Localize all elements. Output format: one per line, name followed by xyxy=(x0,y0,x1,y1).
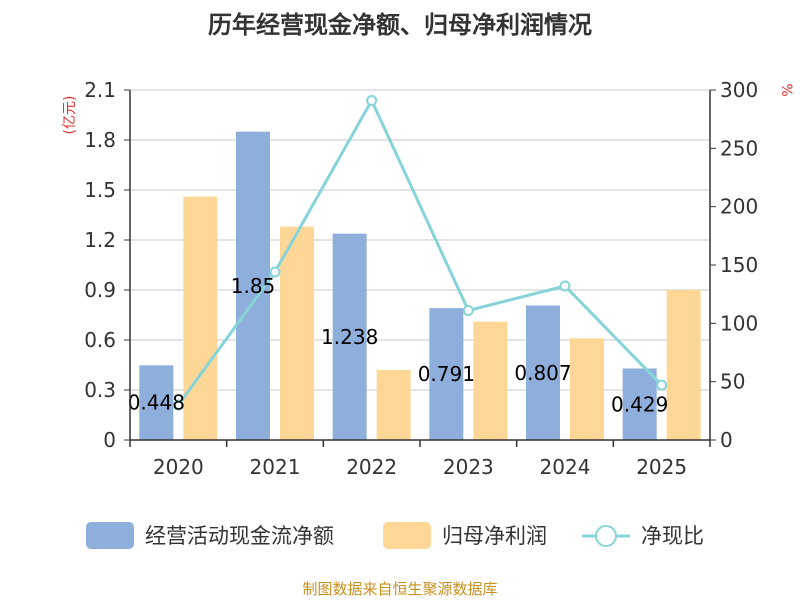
right-tick-label: 0 xyxy=(720,428,733,452)
ratio-polyline xyxy=(177,97,663,406)
bar-profit-2022 xyxy=(376,370,411,440)
legend-swatch-profit[interactable] xyxy=(383,522,431,549)
ratio-point-2021 xyxy=(269,266,281,278)
source-note: 制图数据来自恒生聚源数据库 xyxy=(302,580,497,598)
bar-cash-2024 xyxy=(526,305,560,440)
x-tick-label-2021: 2021 xyxy=(250,455,301,479)
right-tick-label: 300 xyxy=(720,78,758,102)
left-tick-label: 1.8 xyxy=(84,128,116,152)
x-axis-ticks: 2020 2021 2022 2023 2024 2025 xyxy=(129,440,711,479)
left-tick-label: 1.5 xyxy=(84,178,116,202)
ratio-point-2025 xyxy=(656,379,668,391)
x-tick-label-2025: 2025 xyxy=(636,455,687,479)
x-tick-label-2024: 2024 xyxy=(540,455,591,479)
bar-cash-2023 xyxy=(429,308,464,440)
legend-swatch-cash[interactable] xyxy=(86,522,134,549)
legend-swatch-ratio-marker[interactable] xyxy=(595,525,617,547)
left-tick-label: 1.2 xyxy=(84,228,116,252)
bar-labels: 0.448 1.85 1.238 0.791 0.807 0.429 xyxy=(128,274,669,416)
legend: 经营活动现金流净额 归母净利润 净现比 xyxy=(86,522,704,549)
right-tick-label: 100 xyxy=(720,311,758,335)
right-tick-label: 250 xyxy=(720,136,758,160)
bar-label-cash-2023: 0.791 xyxy=(418,362,475,386)
x-tick-label-2022: 2022 xyxy=(346,455,397,479)
legend-label-ratio[interactable]: 净现比 xyxy=(641,524,704,548)
right-axis-ticks: 0 50 100 150 200 250 300 xyxy=(710,78,758,452)
bar-cash-2025 xyxy=(622,368,657,440)
bar-label-cash-2022: 1.238 xyxy=(321,325,378,349)
x-tick-label-2020: 2020 xyxy=(153,455,204,479)
bar-label-cash-2025: 0.429 xyxy=(611,392,668,416)
bar-profit-2023 xyxy=(473,321,508,440)
chart-title: 历年经营现金净额、归母净利润情况 xyxy=(208,11,592,39)
left-axis-ticks: 0 0.3 0.6 0.9 1.2 1.5 1.8 2.1 xyxy=(84,78,130,452)
left-tick-label: 0.6 xyxy=(84,328,116,352)
ratio-point-2020 xyxy=(172,399,184,411)
bar-profit-2024 xyxy=(570,338,604,440)
right-tick-label: 50 xyxy=(720,370,745,394)
left-tick-label: 2.1 xyxy=(84,78,116,102)
bar-profit-2021 xyxy=(280,226,314,440)
right-tick-label: 150 xyxy=(720,253,758,277)
left-tick-label: 0.3 xyxy=(84,378,116,402)
legend-label-profit[interactable]: 归母净利润 xyxy=(442,524,547,548)
bar-label-cash-2020: 0.448 xyxy=(128,391,185,415)
right-tick-label: 200 xyxy=(720,195,758,219)
legend-label-cash[interactable]: 经营活动现金流净额 xyxy=(145,524,334,548)
x-tick-label-2023: 2023 xyxy=(443,455,494,479)
left-tick-label: 0.9 xyxy=(84,278,116,302)
bar-cash-2020 xyxy=(139,365,174,440)
bar-profit-2020 xyxy=(183,196,218,440)
ratio-point-2022 xyxy=(366,95,378,106)
bar-profit-2025 xyxy=(666,290,701,440)
bar-label-cash-2021: 1.85 xyxy=(231,274,276,298)
ratio-point-2023 xyxy=(462,305,474,316)
ratio-line xyxy=(172,95,668,411)
bar-label-cash-2024: 0.807 xyxy=(514,361,571,385)
bar-cash-2022 xyxy=(332,233,367,440)
left-axis-unit: (亿元) xyxy=(62,96,78,135)
left-tick-label: 0 xyxy=(103,428,116,452)
right-axis-unit: % xyxy=(778,83,794,96)
ratio-point-2024 xyxy=(559,280,571,292)
